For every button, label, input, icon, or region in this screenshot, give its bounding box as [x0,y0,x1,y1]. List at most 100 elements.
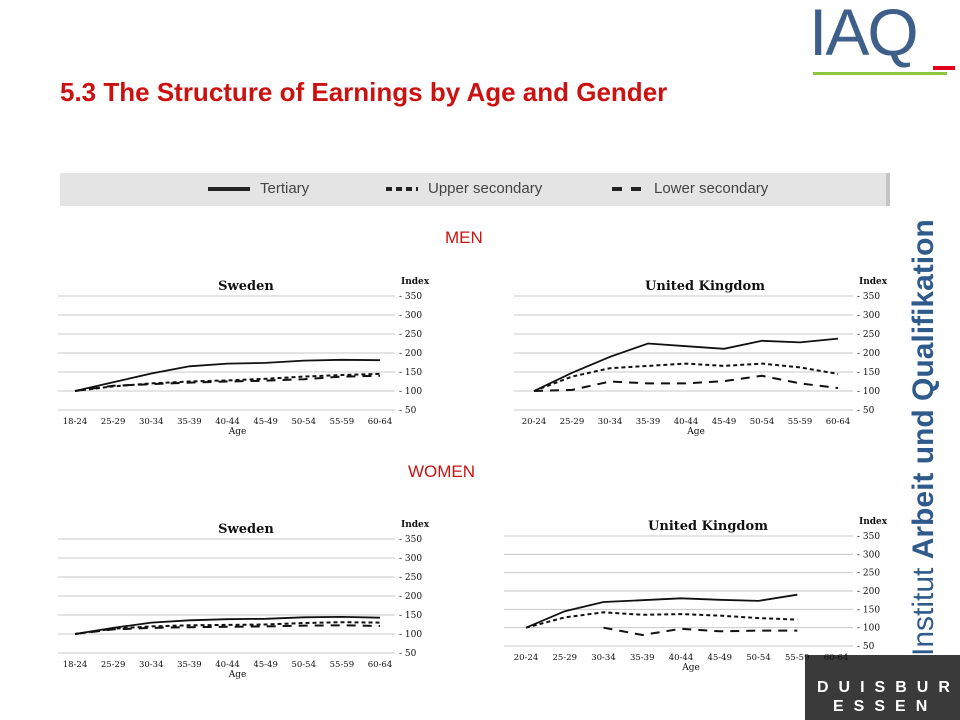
legend-item-lower-secondary: Lower secondary [612,180,768,197]
institute-name: Arbeit und Qualifikation [907,219,940,560]
legend-dotted-line-icon [386,187,418,192]
x-tick-label: 35-39 [630,653,655,663]
x-tick-label: 60-64 [368,417,393,427]
legend-label: Lower secondary [654,180,769,197]
y-tick-label: - 250 [399,330,422,340]
x-axis-label: Age [228,427,247,437]
x-tick-label: 50-54 [291,660,316,670]
y-axis-label: Index [401,277,430,287]
y-tick-label: - 50 [857,642,875,652]
series-line-lower-secondary [74,624,381,635]
chart-title: United Kingdom [648,519,768,534]
x-axis-label: Age [686,427,705,437]
x-tick-label: 40-44 [215,417,240,427]
logo-red-mark [933,66,955,70]
series-line-tertiary [74,615,381,635]
x-tick-label: 30-34 [598,417,623,427]
x-tick-label: 45-49 [707,653,732,663]
x-tick-label: 50-54 [750,417,775,427]
series-line-upper-secondary [525,611,798,629]
y-tick-label: - 50 [857,406,875,416]
series-line-tertiary [525,593,798,629]
x-axis-label: Age [681,663,700,673]
y-tick-label: - 350 [857,292,880,302]
x-tick-label: 30-34 [139,417,164,427]
y-tick-label: - 250 [857,330,880,340]
legend-dashed-line-icon [612,187,644,192]
legend-item-tertiary: Tertiary [208,180,309,197]
x-tick-label: 40-44 [215,660,240,670]
x-tick-label: 45-49 [253,660,278,670]
series-line-upper-secondary [74,621,381,635]
x-axis-label: Age [228,670,247,680]
y-tick-label: - 300 [399,311,422,321]
series-line-tertiary [74,358,381,392]
y-tick-label: - 200 [399,592,422,602]
x-tick-label: 20-24 [514,653,539,663]
x-tick-label: 18-24 [63,660,88,670]
chart-title: United Kingdom [645,279,765,294]
x-tick-label: 25-29 [560,417,585,427]
x-tick-label: 35-39 [177,660,202,670]
legend-solid-line-icon [208,187,250,192]
x-tick-label: 50-54 [746,653,771,663]
x-tick-label: 55-59 [785,653,810,663]
x-tick-label: 55-59 [330,417,355,427]
y-tick-label: - 100 [857,387,880,397]
y-tick-label: - 300 [857,550,880,560]
series-line-lower-secondary [603,626,798,637]
x-tick-label: 18-24 [63,417,88,427]
x-tick-label: 30-34 [139,660,164,670]
y-tick-label: - 200 [857,349,880,359]
y-tick-label: - 350 [399,535,422,545]
institute-name-vertical: Institut Arbeit und Qualifikation [907,219,941,656]
x-tick-label: 20-24 [522,417,547,427]
legend-label: Tertiary [260,180,310,197]
series-line-lower-secondary [533,374,839,392]
x-tick-label: 25-29 [552,653,577,663]
y-tick-label: - 100 [857,624,880,634]
x-tick-label: 25-29 [101,417,126,427]
y-tick-label: - 300 [399,554,422,564]
y-tick-label: - 150 [857,605,880,615]
x-tick-label: 50-54 [291,417,316,427]
logo-text: IAQ [809,0,919,69]
institute-strip [905,92,960,658]
y-axis-label: Index [859,517,888,527]
x-tick-label: 35-39 [177,417,202,427]
series-line-tertiary [533,337,839,392]
y-tick-label: - 150 [399,611,422,621]
x-tick-label: 60-64 [826,417,851,427]
chart-legend: Tertiary Upper secondary Lower secondary [60,173,890,206]
y-tick-label: - 50 [399,649,417,659]
y-tick-label: - 100 [399,387,422,397]
x-tick-label: 40-44 [669,653,694,663]
page-title: 5.3 The Structure of Earnings by Age and… [60,77,668,107]
x-tick-label: 55-59 [788,417,813,427]
chart-men-sweden: Sweden Index - 50 - 100 - 150 - 200 - 250 - 300… [58,277,430,437]
y-tick-label: - 100 [399,630,422,640]
y-axis-label: Index [859,277,888,287]
chart-women-sweden: Sweden Index - 50 - 100 - 150 - 200 - 250 - 300… [58,520,430,680]
y-tick-label: - 50 [399,406,417,416]
y-tick-label: - 350 [857,532,880,542]
y-tick-label: - 250 [857,569,880,579]
y-axis-label: Index [401,520,430,530]
university-logo: DUISBURG ESSEN [805,655,960,720]
iaq-logo: IAQ [805,0,960,92]
chart-title: Sweden [218,279,274,294]
x-tick-label: 35-39 [636,417,661,427]
chart-title: Sweden [218,522,274,537]
institute-prefix: Institut [907,567,940,656]
y-tick-label: - 300 [857,311,880,321]
y-tick-label: - 200 [399,349,422,359]
university-line-1: DUISBURG [817,679,960,696]
legend-label: Upper secondary [428,180,543,197]
y-tick-label: - 250 [399,573,422,583]
chart-men-uk: United Kingdom Index - 50 - 100 - 150 - 200 - … [514,277,888,437]
series-line-lower-secondary [74,374,381,392]
y-tick-label: - 350 [399,292,422,302]
section-label-women: WOMEN [408,462,476,481]
y-tick-label: - 150 [857,368,880,378]
x-tick-label: 60-64 [368,660,393,670]
